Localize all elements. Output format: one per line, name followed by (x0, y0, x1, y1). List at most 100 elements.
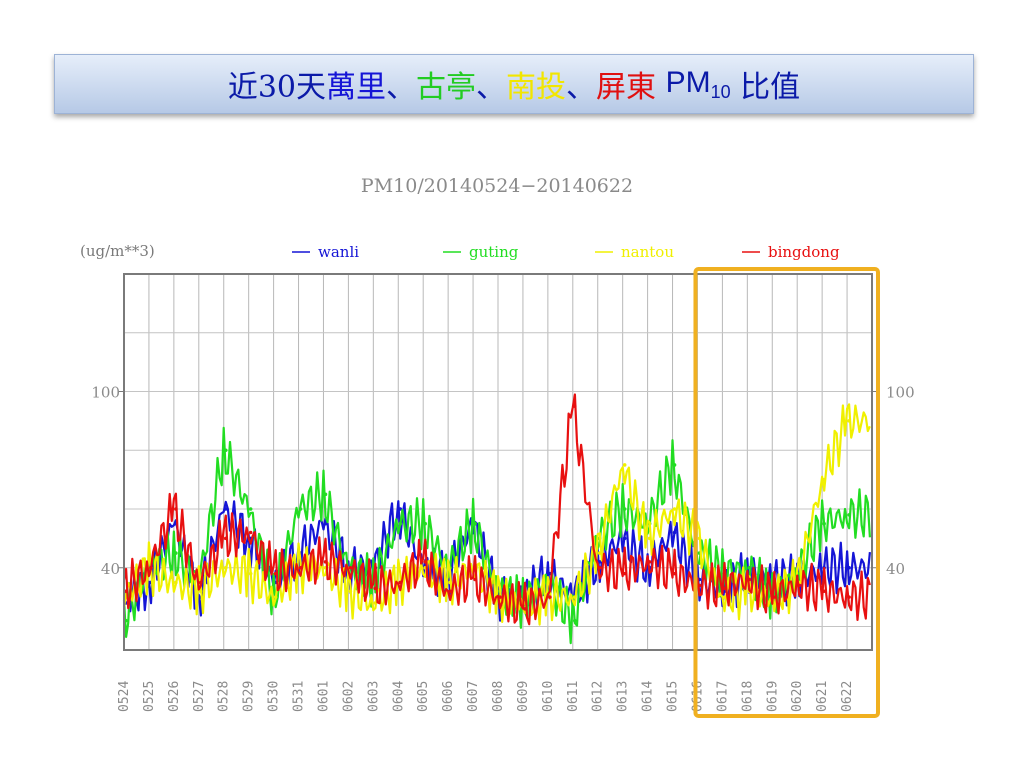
x-tick-label: 0622 (840, 681, 855, 712)
legend-label-guting: guting (469, 243, 519, 261)
data-point-nantou (722, 595, 727, 599)
data-point-bingdong (223, 536, 228, 541)
data-point-bingdong (273, 571, 278, 576)
slide-title: 近30天 萬里、古亭、南投、屏東 PM10 比值 (54, 54, 974, 114)
data-point-guting (398, 521, 403, 526)
x-tick-label: 0603 (366, 681, 381, 712)
data-point-nantou (697, 536, 702, 541)
data-point-bingdong (573, 404, 577, 408)
data-point-wanli (672, 530, 677, 535)
title-suffix: 比值 (740, 70, 801, 105)
data-point-bingdong (373, 586, 378, 591)
station-name-nantou: 南投 (506, 70, 567, 105)
y-tick-label-right: 40 (886, 560, 905, 578)
data-point-bingdong (622, 571, 627, 576)
x-tick-label: 0616 (690, 681, 705, 712)
data-point-nantou (248, 571, 253, 576)
data-point-bingdong (672, 571, 677, 576)
data-point-nantou (647, 536, 652, 541)
data-point-bingdong (822, 589, 826, 594)
data-point-bingdong (448, 589, 452, 594)
legend-label-nantou: nantou (621, 243, 674, 261)
data-point-guting (622, 507, 627, 511)
data-point-guting (298, 507, 303, 511)
x-tick-label: 0611 (566, 681, 581, 712)
x-tick-label: 0602 (341, 681, 356, 712)
data-point-bingdong (298, 565, 303, 570)
chart-title: PM10/20140524−20140622 (361, 175, 633, 197)
data-point-nantou (199, 589, 203, 594)
data-point-guting (174, 551, 178, 555)
data-point-bingdong (124, 589, 128, 594)
data-point-nantou (223, 565, 228, 570)
data-point-nantou (822, 477, 826, 482)
x-tick-label: 0618 (740, 681, 755, 712)
data-point-nantou (348, 589, 353, 594)
data-point-bingdong (323, 560, 328, 564)
data-point-wanli (223, 507, 228, 511)
legend-label-wanli: wanli (318, 243, 359, 261)
x-tick-label: 0613 (616, 681, 631, 712)
data-point-bingdong (348, 565, 353, 570)
series-line-nantou (122, 403, 871, 626)
data-point-bingdong (149, 565, 153, 570)
y-tick-labels: 40 40 100 100 (91, 384, 914, 578)
data-point-bingdong (498, 595, 502, 599)
data-point-bingdong (473, 577, 477, 582)
x-tick-label: 0527 (192, 681, 207, 712)
data-point-guting (124, 618, 128, 623)
data-point-guting (672, 463, 677, 467)
data-point-bingdong (847, 595, 851, 599)
x-tick-label: 0529 (242, 681, 257, 712)
x-tick-label: 0621 (815, 681, 830, 712)
data-point-nantou (597, 551, 602, 555)
data-point-nantou (373, 601, 378, 605)
data-point-guting (323, 492, 328, 497)
data-point-bingdong (199, 580, 203, 585)
pm-label: PM10 (665, 65, 731, 102)
data-point-bingdong (697, 583, 702, 588)
x-tick-label: 0607 (466, 681, 481, 712)
x-tick-label: 0620 (790, 681, 805, 712)
station-name-bingdong: 屏東 (596, 70, 657, 105)
data-point-wanli (622, 536, 627, 541)
data-point-guting (847, 513, 851, 517)
x-tick-label: 0606 (441, 681, 456, 712)
x-tick-label: 0604 (391, 681, 406, 712)
data-point-guting (423, 521, 428, 526)
title-prefix: 近30天 (227, 70, 327, 105)
data-point-wanli (398, 507, 403, 511)
y-axis-label: (ug/m**3) (80, 242, 155, 260)
x-tick-label: 0619 (765, 681, 780, 712)
data-point-nantou (847, 419, 851, 423)
x-tick-label: 0524 (117, 681, 132, 712)
y-tick-label-right: 100 (886, 384, 915, 402)
x-tick-label: 0605 (416, 681, 431, 712)
data-point-bingdong (423, 560, 428, 564)
x-tick-label: 0531 (292, 681, 307, 712)
x-tick-label: 0528 (217, 681, 232, 712)
data-point-guting (747, 565, 752, 570)
series-line-bingdong (122, 393, 871, 626)
data-point-nantou (448, 580, 452, 585)
x-tick-label: 0612 (591, 681, 606, 712)
data-point-nantou (622, 463, 627, 467)
data-point-nantou (174, 580, 178, 585)
pm-subscript: 10 (710, 81, 731, 102)
title-separator: 、 (476, 70, 507, 105)
data-point-guting (822, 521, 826, 526)
highlight-box (693, 267, 881, 718)
data-point-wanli (847, 565, 851, 570)
data-point-bingdong (248, 530, 253, 535)
x-tick-labels: 0524 0525 0526 0527 0528 0529 0530 0531 0601 0602… (117, 681, 855, 712)
y-tick-label-left: 40 (101, 560, 120, 578)
data-point-bingdong (722, 586, 727, 591)
station-name-guting: 古亭 (416, 70, 477, 105)
data-point-wanli (597, 560, 602, 564)
x-tick-label: 0526 (167, 681, 182, 712)
data-point-nantou (573, 595, 577, 599)
data-point-guting (473, 521, 477, 526)
x-tick-label: 0608 (491, 681, 506, 712)
station-name-wanli: 萬里 (326, 70, 387, 105)
